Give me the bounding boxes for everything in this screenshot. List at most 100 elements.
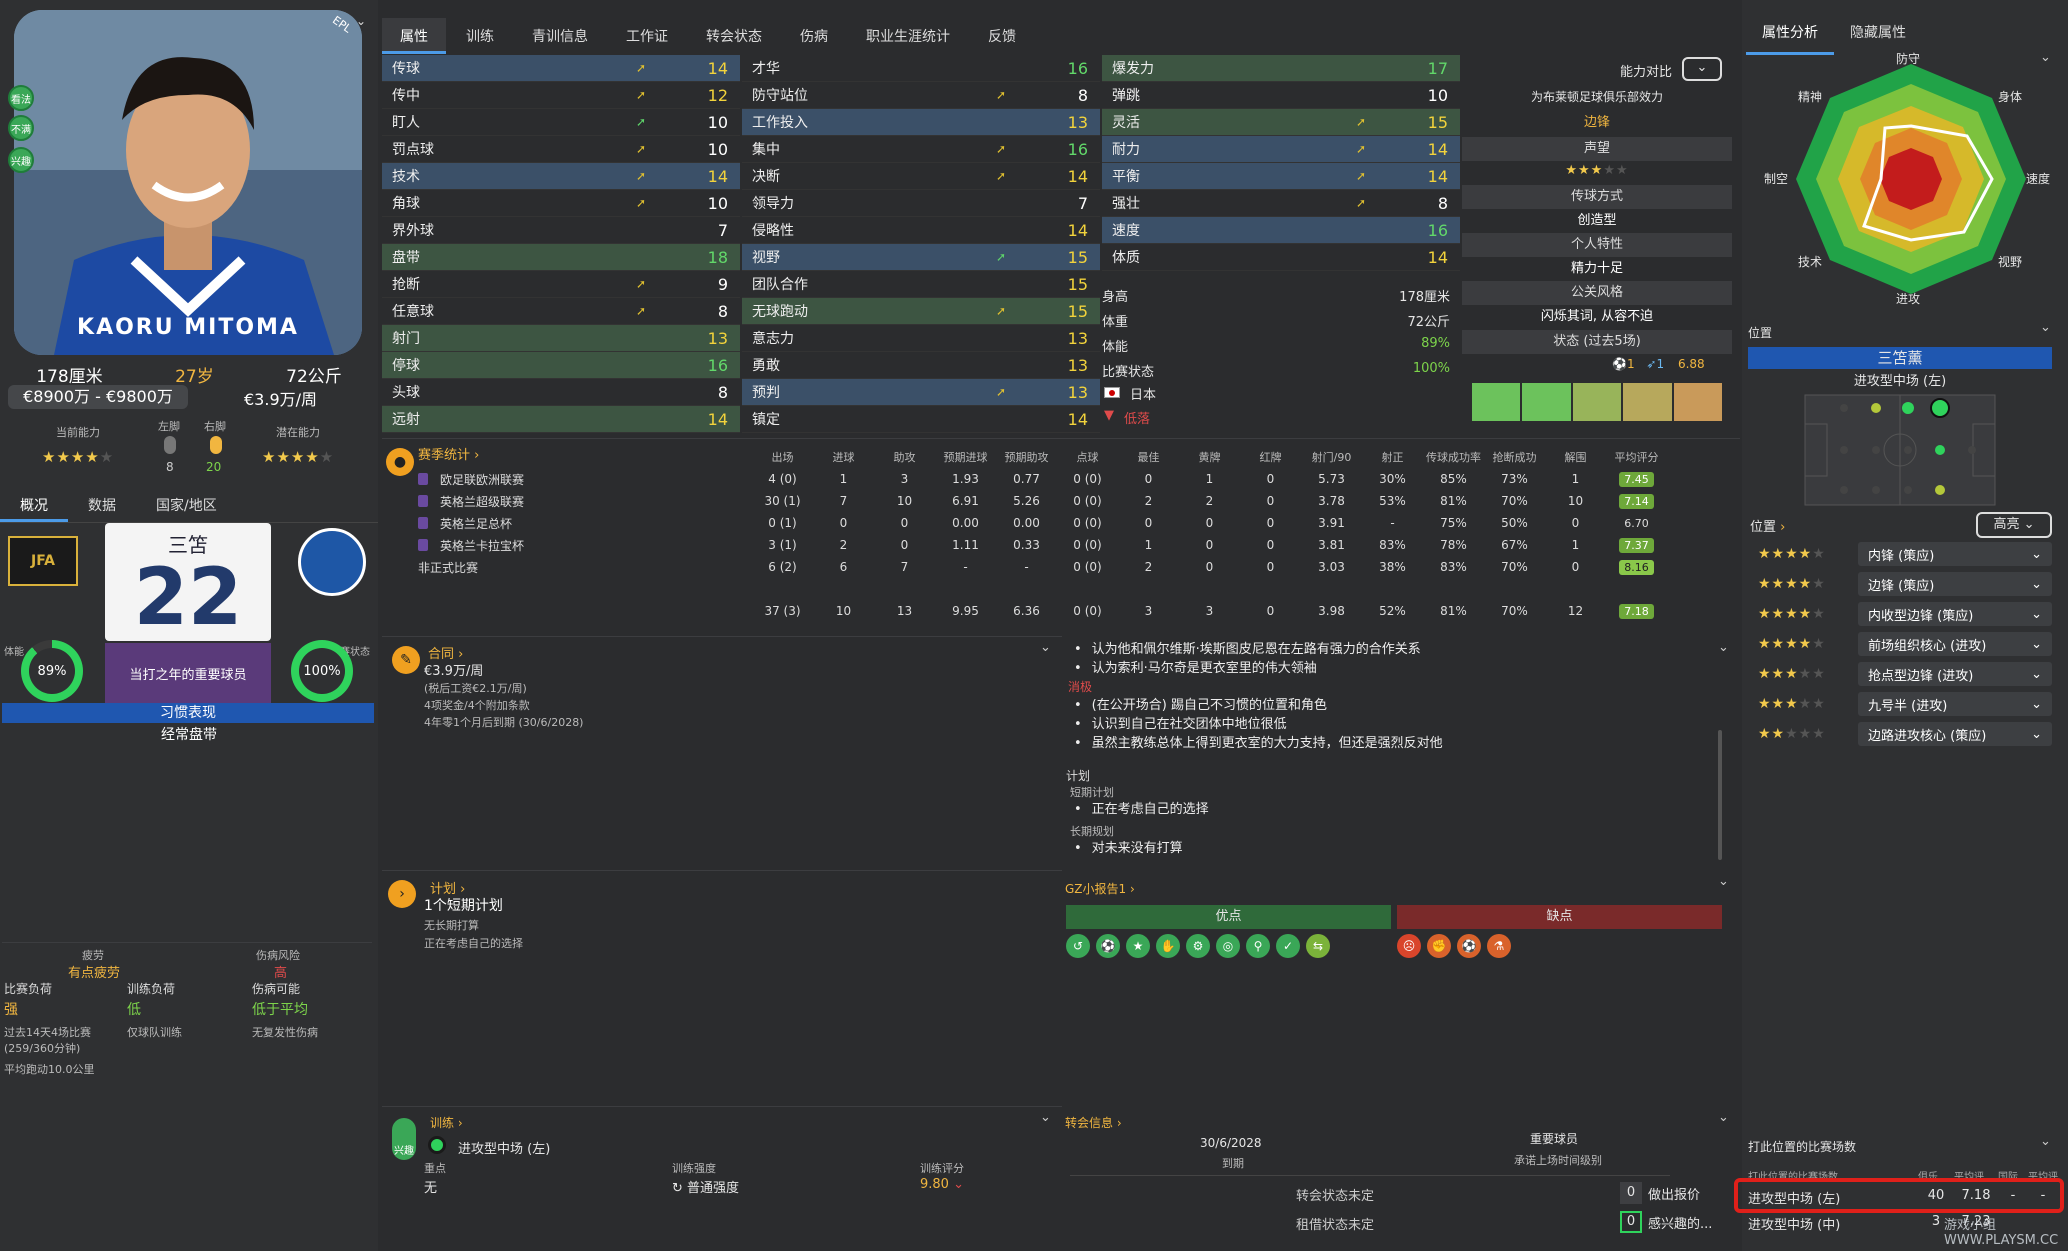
pill-interest[interactable]: 兴趣 bbox=[8, 147, 34, 173]
attr-row[interactable]: 弹跳 10 bbox=[1102, 82, 1460, 109]
attr-row[interactable]: 意志力 13 bbox=[742, 325, 1100, 352]
competition-name[interactable]: 英格兰超级联赛 bbox=[440, 494, 525, 509]
tab-overview[interactable]: 概况 bbox=[0, 487, 68, 522]
stats-header[interactable]: 出场 bbox=[771, 451, 794, 464]
attr-row[interactable]: 角球 ➚ 10 bbox=[382, 190, 740, 217]
role-dropdown[interactable]: 九号半 (进攻) ⌄ bbox=[1858, 692, 2052, 716]
trait-icon[interactable]: ⚲ bbox=[1246, 934, 1270, 958]
relations-chevron-icon[interactable]: ⌄ bbox=[1718, 640, 1729, 655]
nation[interactable]: 日本 bbox=[1130, 388, 1157, 403]
target-icon[interactable]: ◎ bbox=[1216, 934, 1240, 958]
attr-row[interactable]: 技术 ➚ 14 bbox=[382, 163, 740, 190]
sad-icon[interactable]: ☹ bbox=[1397, 934, 1421, 958]
transfer-chevron-icon[interactable]: ⌄ bbox=[1718, 1110, 1729, 1125]
morale[interactable]: 低落 bbox=[1124, 412, 1151, 427]
tab-attribute-analysis[interactable]: 属性分析 bbox=[1746, 12, 1834, 55]
attr-row[interactable]: 无球跑动 ➚ 15 bbox=[742, 298, 1100, 325]
attr-row[interactable]: 强壮 ➚ 8 bbox=[1102, 190, 1460, 217]
role-row[interactable]: ★★★★★ 前场组织核心 (进攻) ⌄ bbox=[1748, 631, 2052, 657]
stats-header[interactable]: 平均评分 bbox=[1614, 451, 1659, 464]
role-row[interactable]: ★★★★★ 内收型边锋 (策应) ⌄ bbox=[1748, 601, 2052, 627]
attr-row[interactable]: 传球 ➚ 14 bbox=[382, 55, 740, 82]
attr-row[interactable]: 侵略性 14 bbox=[742, 217, 1100, 244]
stats-header[interactable]: 点球 bbox=[1076, 451, 1099, 464]
tab-attributes[interactable]: 属性 bbox=[382, 18, 446, 54]
role-dropdown[interactable]: 前场组织核心 (进攻) ⌄ bbox=[1858, 632, 2052, 656]
attr-row[interactable]: 任意球 ➚ 8 bbox=[382, 298, 740, 325]
stats-header[interactable]: 预期进球 bbox=[943, 451, 988, 464]
attr-row[interactable]: 勇敢 13 bbox=[742, 352, 1100, 379]
contract-chevron-icon[interactable]: ⌄ bbox=[1040, 640, 1051, 655]
relations-scrollbar[interactable] bbox=[1718, 730, 1722, 860]
chevron-down-icon[interactable]: ⌄ bbox=[356, 14, 367, 28]
attr-row[interactable]: 集中 ➚ 16 bbox=[742, 136, 1100, 163]
club-logo[interactable] bbox=[298, 528, 366, 596]
attr-row[interactable]: 预判 ➚ 13 bbox=[742, 379, 1100, 406]
contract-title[interactable]: 合同 › bbox=[428, 647, 464, 662]
table-row[interactable]: 欧足联欧洲联赛 4 (0) 1 3 1.93 0.77 0 (0) 0 1 0 5.73 30% 85%… bbox=[382, 468, 1740, 490]
offers-label[interactable]: 做出报价 bbox=[1648, 1188, 1701, 1203]
attr-row[interactable]: 爆发力 17 bbox=[1102, 55, 1460, 82]
stats-header[interactable]: 射正 bbox=[1381, 451, 1404, 464]
tab-data[interactable]: 数据 bbox=[88, 498, 116, 514]
attr-row[interactable]: 盯人 ➚ 10 bbox=[382, 109, 740, 136]
stats-header[interactable]: 抢断成功 bbox=[1492, 451, 1537, 464]
trait-icon[interactable]: ⚽ bbox=[1096, 934, 1120, 958]
table-row[interactable]: 英格兰足总杯 0 (1) 0 0 0.00 0.00 0 (0) 0 0 0 3.91 - 75% 50%… bbox=[382, 512, 1740, 534]
trait-icon[interactable]: ⚽ bbox=[1457, 934, 1481, 958]
trait-icon[interactable]: ⇆ bbox=[1306, 934, 1330, 958]
stats-header[interactable]: 解围 bbox=[1564, 451, 1587, 464]
attr-row[interactable]: 停球 16 bbox=[382, 352, 740, 379]
stats-total-row[interactable]: 37 (3) 10 13 9.95 6.36 0 (0) 3 3 0 3.98 52% 81% 70% 1… bbox=[382, 600, 1740, 622]
tab-hidden-attributes[interactable]: 隐藏属性 bbox=[1850, 25, 1906, 41]
attr-row[interactable]: 才华 16 bbox=[742, 55, 1100, 82]
role-dropdown[interactable]: 边锋 (策应) ⌄ bbox=[1858, 572, 2052, 596]
competition-name[interactable]: 欧足联欧洲联赛 bbox=[440, 472, 525, 487]
report-chevron-icon[interactable]: ⌄ bbox=[1718, 874, 1729, 889]
attr-row[interactable]: 耐力 ➚ 14 bbox=[1102, 136, 1460, 163]
role-dropdown[interactable]: 内锋 (策应) ⌄ bbox=[1858, 542, 2052, 566]
tab-youth[interactable]: 青训信息 bbox=[532, 29, 588, 45]
pill-opinion[interactable]: 看法 bbox=[8, 85, 34, 111]
flask-icon[interactable]: ⚗ bbox=[1487, 934, 1511, 958]
season-stats-title[interactable]: 赛季统计 › bbox=[418, 448, 480, 463]
tab-feedback[interactable]: 反馈 bbox=[988, 29, 1016, 45]
star-icon[interactable]: ★ bbox=[1126, 934, 1150, 958]
role-dropdown[interactable]: 边路进攻核心 (策应) ⌄ bbox=[1858, 722, 2052, 746]
training-pill[interactable]: 兴趣 bbox=[392, 1118, 416, 1160]
attr-row[interactable]: 团队合作 15 bbox=[742, 271, 1100, 298]
attr-row[interactable]: 平衡 ➚ 14 bbox=[1102, 163, 1460, 190]
tab-career[interactable]: 职业生涯统计 bbox=[866, 29, 950, 45]
attr-row[interactable]: 盘带 18 bbox=[382, 244, 740, 271]
attr-row[interactable]: 速度 16 bbox=[1102, 217, 1460, 244]
stats-header[interactable]: 最佳 bbox=[1137, 451, 1160, 464]
attr-row[interactable]: 领导力 7 bbox=[742, 190, 1100, 217]
report-title[interactable]: GZ小报告1 › bbox=[1065, 882, 1135, 896]
pitch-diagram[interactable] bbox=[1804, 394, 1996, 506]
trait-icon[interactable]: ✊ bbox=[1427, 934, 1451, 958]
plans-title[interactable]: 计划 › bbox=[430, 882, 466, 897]
attr-row[interactable]: 头球 8 bbox=[382, 379, 740, 406]
apps-chevron-icon[interactable]: ⌄ bbox=[2040, 1134, 2051, 1149]
competition-name[interactable]: 英格兰卡拉宝杯 bbox=[440, 538, 525, 553]
apps-row[interactable]: 进攻型中场 (左) 40 7.18 - - bbox=[1748, 1188, 2058, 1207]
table-row[interactable]: 英格兰超级联赛 30 (1) 7 10 6.91 5.26 0 (0) 2 2 0 3.78 53% 8… bbox=[382, 490, 1740, 512]
stats-header[interactable]: 红牌 bbox=[1259, 451, 1282, 464]
role-row[interactable]: ★★★★★ 抢点型边锋 (进攻) ⌄ bbox=[1748, 661, 2052, 687]
interest-label[interactable]: 感兴趣的... bbox=[1648, 1217, 1713, 1232]
attr-row[interactable]: 灵活 ➚ 15 bbox=[1102, 109, 1460, 136]
competition-name[interactable]: 非正式比赛 bbox=[418, 560, 479, 575]
tab-transfer[interactable]: 转会状态 bbox=[706, 29, 762, 45]
attr-row[interactable]: 体质 14 bbox=[1102, 244, 1460, 271]
attr-row[interactable]: 工作投入 13 bbox=[742, 109, 1100, 136]
competition-name[interactable]: 英格兰足总杯 bbox=[440, 516, 513, 531]
role-row[interactable]: ★★★★★ 九号半 (进攻) ⌄ bbox=[1748, 691, 2052, 717]
attr-row[interactable]: 罚点球 ➚ 10 bbox=[382, 136, 740, 163]
tab-work-permit[interactable]: 工作证 bbox=[626, 29, 668, 45]
attr-row[interactable]: 抢断 ➚ 9 bbox=[382, 271, 740, 298]
role-row[interactable]: ★★★★★ 边锋 (策应) ⌄ bbox=[1748, 571, 2052, 597]
stats-header[interactable]: 黄牌 bbox=[1198, 451, 1221, 464]
radar-chevron-icon[interactable]: ⌄ bbox=[2040, 50, 2051, 65]
national-team-logo[interactable]: JFA bbox=[8, 536, 78, 586]
training-intensity[interactable]: ↻ 普通强度 bbox=[672, 1181, 740, 1196]
